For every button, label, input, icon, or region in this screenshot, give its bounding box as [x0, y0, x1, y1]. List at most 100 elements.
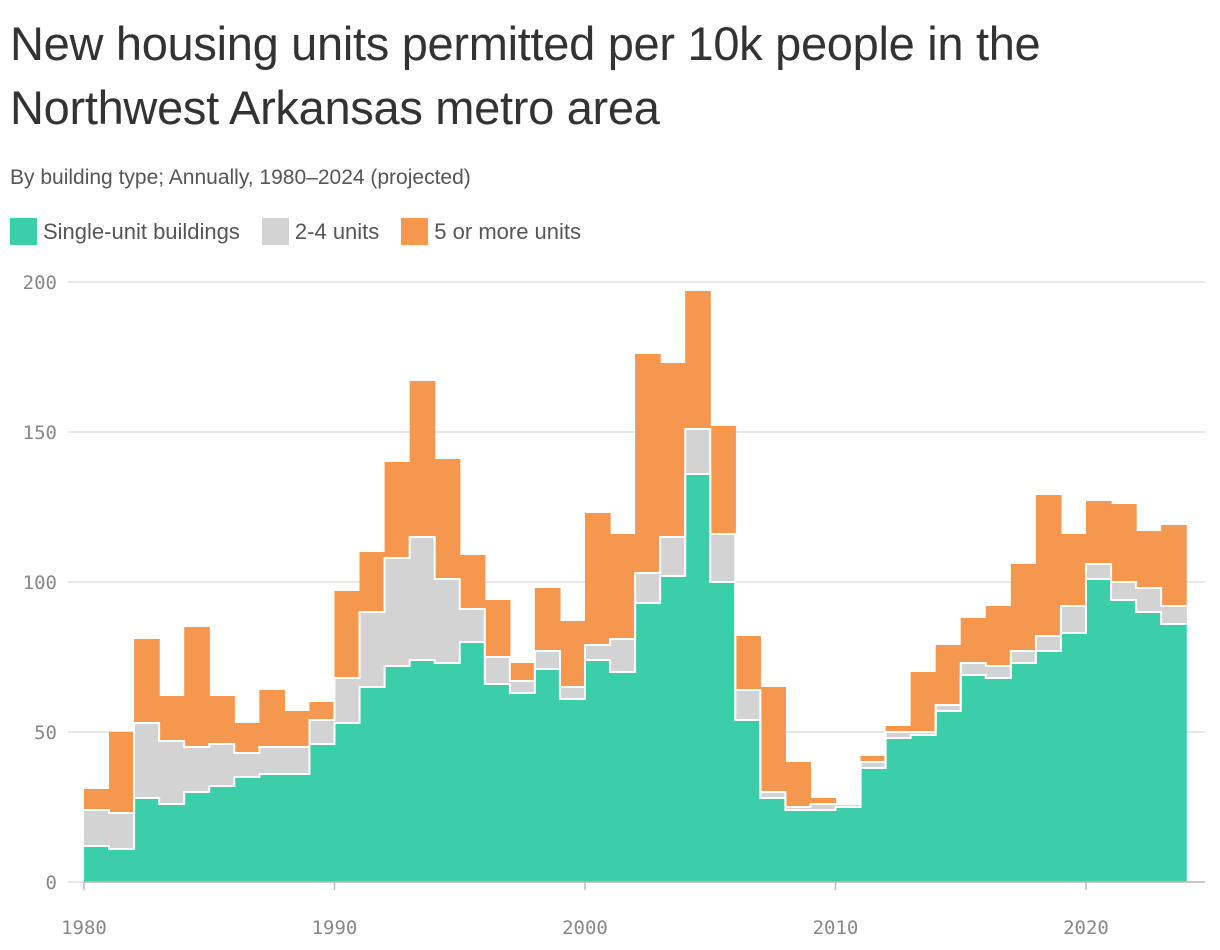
y-tick-label-100: 100 — [23, 572, 57, 594]
bar-segment-series1-1987 — [259, 747, 285, 774]
bar-segment-series0-1986 — [234, 777, 260, 882]
bar-segment-series0-2004 — [685, 474, 711, 882]
bar-segment-series0-2017 — [1010, 663, 1037, 882]
bar-segment-series2-1994 — [434, 459, 461, 579]
bar-segment-series2-2020 — [1086, 501, 1112, 564]
chart-legend: Single-unit buildings 2-4 units 5 or mor… — [10, 218, 603, 245]
chart-subtitle: By building type; Annually, 1980–2024 (p… — [10, 166, 471, 189]
bar-segment-series1-2017 — [1010, 651, 1037, 663]
x-tick-label-2020: 2020 — [1063, 917, 1109, 939]
bar-segment-series2-1997 — [509, 663, 536, 681]
bar-segment-series0-1992 — [384, 666, 411, 882]
bar-segment-series1-1986 — [234, 753, 260, 777]
bar-segment-series0-2011 — [860, 768, 887, 882]
bar-segment-series1-2016 — [985, 666, 1012, 678]
bar-segment-series2-2021 — [1111, 504, 1137, 582]
bar-segment-series2-2008 — [785, 762, 812, 807]
legend-item-single-unit: Single-unit buildings — [10, 218, 240, 245]
bar-segment-series0-1981 — [109, 849, 135, 882]
bar-segment-series0-1993 — [409, 660, 436, 882]
bar-segment-series0-1995 — [459, 642, 486, 882]
bar-segment-series1-2011 — [860, 762, 887, 768]
bar-segment-series0-2009 — [810, 810, 837, 882]
bar-segment-series1-2023 — [1161, 606, 1187, 624]
bar-segment-series1-1995 — [459, 609, 486, 642]
bar-segment-series0-2006 — [735, 720, 761, 882]
y-tick-label-50: 50 — [34, 722, 57, 744]
bar-segment-series2-2011 — [860, 756, 887, 762]
bar-segment-series0-2002 — [635, 603, 661, 882]
bar-segment-series1-1997 — [509, 681, 536, 693]
bar-segment-series2-2003 — [660, 363, 686, 537]
bar-segment-series0-2008 — [785, 810, 812, 882]
bar-segment-series2-2015 — [960, 618, 987, 663]
bar-segment-series2-1980 — [84, 789, 110, 810]
bar-segment-series2-2000 — [585, 513, 611, 645]
bar-segment-series2-2019 — [1060, 534, 1087, 606]
bar-segment-series1-2018 — [1035, 636, 1062, 651]
bar-segment-series0-2005 — [710, 582, 736, 882]
bar-segment-series0-1988 — [284, 774, 311, 882]
bar-segment-series0-2018 — [1035, 651, 1062, 882]
bar-segment-series1-1999 — [559, 687, 586, 699]
bar-segment-series2-2004 — [685, 291, 711, 429]
bar-segment-series2-2016 — [985, 606, 1012, 666]
bar-segment-series0-1980 — [84, 846, 110, 882]
bar-segment-series2-2017 — [1010, 564, 1037, 651]
bar-segment-series0-2020 — [1086, 579, 1112, 882]
legend-swatch-single-unit — [10, 218, 37, 245]
bar-segment-series1-1998 — [534, 651, 561, 669]
bar-segment-series0-1998 — [534, 669, 561, 882]
area-layer — [84, 291, 1187, 882]
bar-segment-series2-1987 — [259, 690, 285, 747]
series-0 — [84, 474, 1187, 882]
bar-segment-series1-1982 — [134, 723, 160, 798]
bar-segment-series2-1981 — [109, 732, 135, 813]
bar-segment-series1-1996 — [484, 657, 511, 684]
bar-segment-series1-2021 — [1111, 582, 1137, 600]
bar-segment-series2-1999 — [559, 621, 586, 687]
bar-segment-series2-2018 — [1035, 495, 1062, 636]
bar-segment-series2-2006 — [735, 636, 761, 690]
bar-segment-series1-2006 — [735, 690, 761, 720]
bar-segment-series0-2019 — [1060, 633, 1087, 882]
bar-segment-series2-2009 — [810, 798, 837, 804]
bar-segment-series0-1989 — [309, 744, 336, 882]
legend-swatch-2-4-units — [261, 218, 289, 245]
bar-segment-series0-1994 — [434, 663, 461, 882]
bar-segment-series1-1994 — [434, 579, 461, 663]
bar-segment-series1-2000 — [585, 645, 611, 660]
x-tick-label-2010: 2010 — [813, 917, 859, 939]
legend-label-2-4-units: 2-4 units — [294, 218, 380, 244]
bar-segment-series2-2012 — [885, 726, 912, 732]
bar-segment-series1-1980 — [84, 810, 110, 846]
bar-segment-series2-2007 — [760, 687, 786, 792]
bar-segment-series1-1981 — [109, 813, 135, 849]
bar-segment-series1-2013 — [910, 732, 937, 735]
bar-segment-series0-2016 — [985, 678, 1012, 882]
bar-segment-series2-2013 — [910, 672, 937, 732]
bar-segment-series2-1985 — [209, 696, 235, 744]
bar-segment-series0-2023 — [1161, 624, 1187, 882]
bar-segment-series2-1992 — [384, 462, 411, 558]
bar-segment-series1-2001 — [610, 639, 636, 672]
chart-title: New housing units permitted per 10k peop… — [10, 17, 1041, 134]
bar-segment-series1-2005 — [710, 534, 736, 582]
bar-segment-series2-1990 — [334, 591, 361, 678]
axis-layer: 0 50 100 150 200 1980 1990 2000 2010 2020 — [23, 272, 1205, 939]
bar-segment-series0-1984 — [184, 792, 210, 882]
bar-segment-series2-1989 — [309, 702, 336, 720]
bar-segment-series0-1983 — [159, 804, 185, 882]
bar-segment-series1-1993 — [409, 537, 436, 660]
bar-segment-series1-2012 — [885, 732, 912, 738]
bar-segment-series0-1990 — [334, 723, 361, 882]
bar-segment-series1-1989 — [309, 720, 336, 744]
bar-segment-series0-2012 — [885, 738, 912, 882]
legend-label-single-unit: Single-unit buildings — [43, 218, 240, 244]
bar-segment-series1-2022 — [1136, 588, 1162, 612]
bar-segment-series2-2005 — [710, 426, 736, 534]
legend-item-2-4-units: 2-4 units — [261, 218, 380, 245]
bar-segment-series0-1982 — [134, 798, 160, 882]
bar-segment-series0-2010 — [835, 807, 862, 882]
bar-segment-series0-2003 — [660, 576, 686, 882]
